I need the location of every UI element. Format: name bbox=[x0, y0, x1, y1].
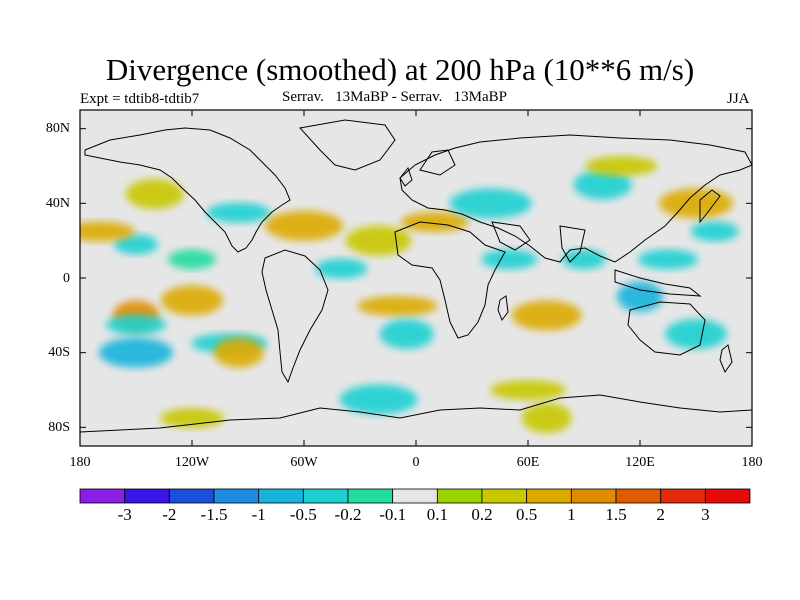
x-tick-label: 120W bbox=[174, 455, 210, 470]
divergence-cell bbox=[585, 156, 658, 176]
colorbar-swatch bbox=[79, 488, 126, 504]
y-tick-label: 40S bbox=[48, 345, 70, 360]
colorbar-swatch bbox=[168, 488, 215, 504]
colorbar-swatch bbox=[481, 488, 528, 504]
colorbar-swatch bbox=[124, 488, 170, 504]
colorbar-label: 3 bbox=[701, 505, 710, 524]
colorbar-swatch bbox=[615, 488, 662, 504]
y-tick-label: 80N bbox=[45, 121, 70, 136]
coast-north-america bbox=[84, 127, 291, 253]
divergence-cell bbox=[573, 169, 632, 200]
divergence-cell bbox=[114, 234, 158, 255]
colorbar-label: 0.1 bbox=[426, 505, 448, 524]
experiment-label: Expt = tdtib8-tdtib7 bbox=[80, 91, 200, 107]
chart-title: Divergence (smoothed) at 200 hPa (10**6 … bbox=[105, 52, 695, 87]
divergence-cell bbox=[449, 188, 532, 219]
x-tick-label: 180 bbox=[741, 455, 763, 470]
colorbar-swatch bbox=[213, 488, 260, 504]
colorbar-label: 1 bbox=[567, 505, 576, 524]
coast-eurasia bbox=[399, 134, 752, 263]
divergence-cell bbox=[690, 221, 739, 242]
divergence-cell bbox=[160, 408, 224, 428]
x-tick-label: 180 bbox=[69, 455, 91, 470]
divergence-cell bbox=[106, 314, 166, 335]
coast-indonesia bbox=[614, 269, 702, 297]
colorbar-label: -3 bbox=[117, 505, 132, 524]
coast-south-america bbox=[261, 249, 329, 384]
divergence-cell bbox=[315, 258, 368, 279]
coastlines bbox=[80, 119, 752, 433]
colorbar-swatch bbox=[436, 488, 483, 504]
colorbar-label: -1 bbox=[251, 505, 266, 524]
colorbar-label: 0.5 bbox=[516, 505, 538, 524]
divergence-cell bbox=[490, 380, 566, 400]
divergence-cell bbox=[168, 249, 216, 270]
divergence-cell bbox=[161, 285, 223, 316]
colorbar-swatch bbox=[660, 488, 706, 504]
colorbar-swatch bbox=[302, 488, 349, 504]
divergence-cell bbox=[400, 212, 469, 232]
x-tick-label: 0 bbox=[412, 455, 420, 470]
colorbar-swatch bbox=[392, 488, 438, 504]
divergence-cell bbox=[665, 319, 727, 349]
divergence-cell bbox=[659, 188, 733, 219]
divergence-cell bbox=[481, 249, 538, 270]
divergence-cell bbox=[638, 249, 698, 270]
colorbar-label: 0.2 bbox=[471, 505, 493, 524]
colorbar-swatch bbox=[347, 488, 394, 504]
coast-madagascar bbox=[497, 295, 509, 322]
case-label: Serrav. 13MaBP - Serrav. 13MaBP bbox=[282, 89, 507, 105]
colorbar-label: -0.1 bbox=[379, 505, 407, 524]
divergence-cell bbox=[521, 403, 572, 433]
divergence-cell bbox=[345, 225, 412, 256]
coast-arabia bbox=[491, 221, 531, 251]
colorbar-label: 2 bbox=[656, 505, 665, 524]
coast-new-zealand bbox=[719, 344, 733, 374]
divergence-cell bbox=[125, 179, 184, 209]
coast-australia bbox=[627, 301, 706, 356]
colorbar-label: 1.5 bbox=[605, 505, 627, 524]
coast-britain bbox=[399, 166, 413, 187]
divergence-cell bbox=[562, 249, 606, 270]
coast-greenland bbox=[299, 119, 396, 171]
colorbar-swatch bbox=[258, 488, 304, 504]
colorbar-swatch bbox=[526, 488, 572, 504]
divergence-cell bbox=[511, 300, 582, 331]
colorbar-label: -2 bbox=[162, 505, 177, 524]
colorbar-label: -0.2 bbox=[334, 505, 362, 524]
x-tick-label: 60E bbox=[516, 455, 540, 470]
coast-antarctica bbox=[80, 394, 752, 433]
divergence-cell bbox=[357, 296, 438, 316]
divergence-cell bbox=[265, 210, 343, 241]
x-tick-label: 120E bbox=[625, 455, 655, 470]
colorbar bbox=[79, 488, 751, 504]
season-label: JJA bbox=[727, 91, 750, 107]
colorbar-label: -0.5 bbox=[289, 505, 317, 524]
colorbar-swatch bbox=[570, 488, 617, 504]
coast-scandinavia bbox=[419, 149, 456, 176]
coast-japan bbox=[699, 189, 721, 224]
coast-india bbox=[559, 225, 586, 263]
divergence-cell bbox=[206, 202, 271, 223]
colorbar-swatch bbox=[704, 488, 751, 504]
divergence-cell bbox=[339, 384, 418, 415]
coast-africa bbox=[394, 221, 506, 339]
x-tick-label: 60W bbox=[290, 455, 318, 470]
divergence-cell bbox=[99, 337, 173, 368]
y-tick-label: 0 bbox=[63, 271, 70, 286]
divergence-cell bbox=[80, 221, 135, 242]
divergence-cell bbox=[379, 319, 434, 349]
divergence-cell bbox=[213, 337, 264, 368]
colorbar-label: -1.5 bbox=[200, 505, 228, 524]
y-tick-label: 80S bbox=[48, 420, 70, 435]
axis-ticks bbox=[79, 110, 753, 446]
y-tick-label: 40N bbox=[45, 196, 70, 211]
